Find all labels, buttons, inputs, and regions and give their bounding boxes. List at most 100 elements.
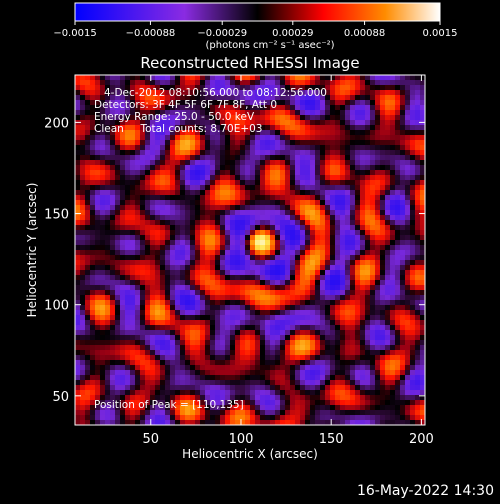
heatmap-cell — [375, 90, 381, 96]
heatmap-cell — [400, 350, 406, 356]
heatmap-cell — [285, 380, 291, 386]
heatmap-cell — [170, 100, 176, 106]
heatmap-cell — [160, 170, 166, 176]
heatmap-cell — [220, 375, 226, 381]
heatmap-cell — [330, 115, 336, 121]
heatmap-cell — [75, 285, 81, 291]
heatmap-cell — [295, 225, 301, 231]
heatmap-cell — [90, 320, 96, 326]
heatmap-cell — [150, 245, 156, 251]
heatmap-cell — [210, 165, 216, 171]
heatmap-cell — [90, 370, 96, 376]
heatmap-cell — [250, 310, 256, 316]
heatmap-cell — [330, 265, 336, 271]
heatmap-cell — [225, 210, 231, 216]
heatmap-cell — [260, 165, 266, 171]
heatmap-cell — [235, 245, 241, 251]
heatmap-cell — [340, 175, 346, 181]
heatmap-cell — [275, 110, 281, 116]
heatmap-cell — [90, 385, 96, 391]
heatmap-cell — [135, 245, 141, 251]
heatmap-cell — [265, 85, 271, 91]
heatmap-cell — [250, 275, 256, 281]
heatmap-cell — [215, 315, 221, 321]
heatmap-cell — [200, 400, 206, 406]
heatmap-cell — [210, 135, 216, 141]
heatmap-cell — [100, 265, 106, 271]
heatmap-cell — [275, 400, 281, 406]
heatmap-cell — [175, 315, 181, 321]
heatmap-cell — [380, 415, 386, 421]
colorbar-tick-label: −0.00088 — [126, 28, 176, 39]
heatmap-cell — [350, 205, 356, 211]
heatmap-cell — [335, 245, 341, 251]
heatmap-cell — [200, 415, 206, 421]
heatmap-cell — [90, 315, 96, 321]
heatmap-cell — [135, 215, 141, 221]
heatmap-cell — [345, 155, 351, 161]
heatmap-cell — [250, 340, 256, 346]
heatmap-cell — [405, 220, 411, 226]
heatmap-cell — [185, 410, 191, 416]
heatmap-cell — [300, 260, 306, 266]
heatmap-cell — [410, 340, 416, 346]
heatmap-cell — [420, 355, 425, 361]
heatmap-cell — [285, 290, 291, 296]
heatmap-cell — [195, 400, 201, 406]
heatmap-cell — [315, 225, 321, 231]
heatmap-cell — [80, 420, 86, 425]
heatmap-cell — [85, 245, 91, 251]
heatmap-cell — [130, 75, 136, 81]
heatmap-cell — [330, 365, 336, 371]
heatmap-cell — [195, 285, 201, 291]
heatmap-cell — [275, 405, 281, 411]
heatmap-cell — [230, 230, 236, 236]
heatmap-cell — [385, 295, 391, 301]
heatmap-cell — [305, 80, 311, 86]
heatmap-cell — [75, 235, 81, 241]
heatmap-cell — [90, 80, 96, 86]
heatmap-cell — [310, 200, 316, 206]
heatmap-cell — [210, 365, 216, 371]
heatmap-cell — [120, 90, 126, 96]
heatmap-cell — [395, 130, 401, 136]
heatmap-cell — [250, 380, 256, 386]
heatmap-cell — [155, 135, 161, 141]
heatmap-cell — [290, 150, 296, 156]
heatmap-cell — [85, 95, 91, 101]
heatmap-cell — [290, 155, 296, 161]
heatmap-cell — [215, 130, 221, 136]
heatmap-cell — [255, 355, 261, 361]
heatmap-cell — [110, 390, 116, 396]
heatmap-cell — [240, 260, 246, 266]
heatmap-cell — [105, 170, 111, 176]
heatmap-cell — [150, 235, 156, 241]
heatmap-cell — [345, 120, 351, 126]
heatmap-cell — [150, 270, 156, 276]
heatmap-cell — [350, 340, 356, 346]
heatmap-cell — [240, 150, 246, 156]
heatmap-cell — [215, 100, 221, 106]
heatmap-cell — [370, 155, 376, 161]
heatmap-cell — [135, 280, 141, 286]
heatmap-cell — [280, 215, 286, 221]
heatmap-cell — [285, 80, 291, 86]
heatmap-cell — [185, 265, 191, 271]
heatmap-cell — [315, 95, 321, 101]
heatmap-cell — [180, 200, 186, 206]
heatmap-cell — [195, 360, 201, 366]
heatmap-cell — [325, 185, 331, 191]
heatmap-cell — [180, 155, 186, 161]
heatmap-cell — [420, 300, 425, 306]
heatmap-cell — [160, 360, 166, 366]
heatmap-cell — [115, 350, 121, 356]
heatmap-cell — [400, 405, 406, 411]
heatmap-cell — [400, 100, 406, 106]
heatmap-cell — [245, 365, 251, 371]
heatmap-cell — [95, 340, 101, 346]
heatmap-cell — [315, 100, 321, 106]
heatmap-cell — [100, 395, 106, 401]
heatmap-cell — [145, 340, 151, 346]
heatmap-cell — [385, 395, 391, 401]
heatmap-cell — [120, 285, 126, 291]
